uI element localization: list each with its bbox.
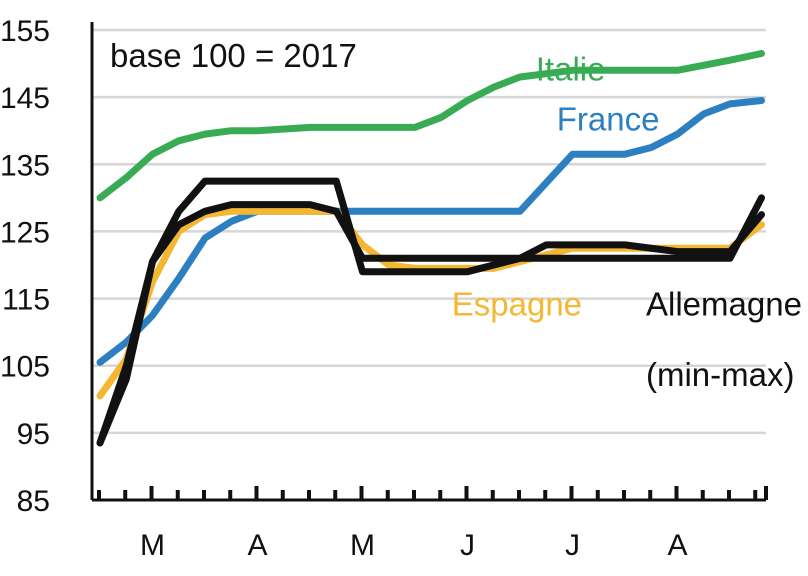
series-lines	[96, 50, 765, 447]
x-tick-label: M	[350, 529, 375, 562]
series-label: Italie	[536, 50, 606, 87]
y-tick-label: 105	[0, 351, 50, 384]
x-tick-label: A	[247, 529, 267, 562]
x-tick-label: J	[460, 529, 475, 562]
y-tick-label: 95	[17, 418, 50, 451]
series-label: Espagne	[452, 285, 582, 322]
series-label: France	[557, 101, 660, 138]
y-tick-label: 85	[17, 485, 50, 518]
series-line	[96, 97, 765, 366]
series-line	[96, 177, 765, 447]
y-tick-label: 155	[0, 15, 50, 48]
y-tick-label: 115	[2, 284, 50, 317]
series-line	[96, 201, 765, 447]
x-tick-label: A	[667, 529, 687, 562]
gridlines	[92, 28, 766, 435]
y-tick-label: 125	[0, 216, 50, 249]
series-label: (min-max)	[646, 356, 794, 393]
x-tick-label: J	[565, 529, 580, 562]
base-note: base 100 = 2017	[110, 37, 357, 74]
series-line	[96, 50, 765, 202]
y-tick-label: 135	[0, 149, 50, 182]
series-label: Allemagne	[646, 285, 802, 322]
series-labels: Italie France Espagne Allemagne (min-max)	[452, 50, 802, 393]
x-tick-label: M	[140, 529, 165, 562]
y-axis-ticks: 85 95 105 115 125 135 145 155	[0, 15, 50, 518]
y-tick-label: 145	[0, 82, 50, 115]
